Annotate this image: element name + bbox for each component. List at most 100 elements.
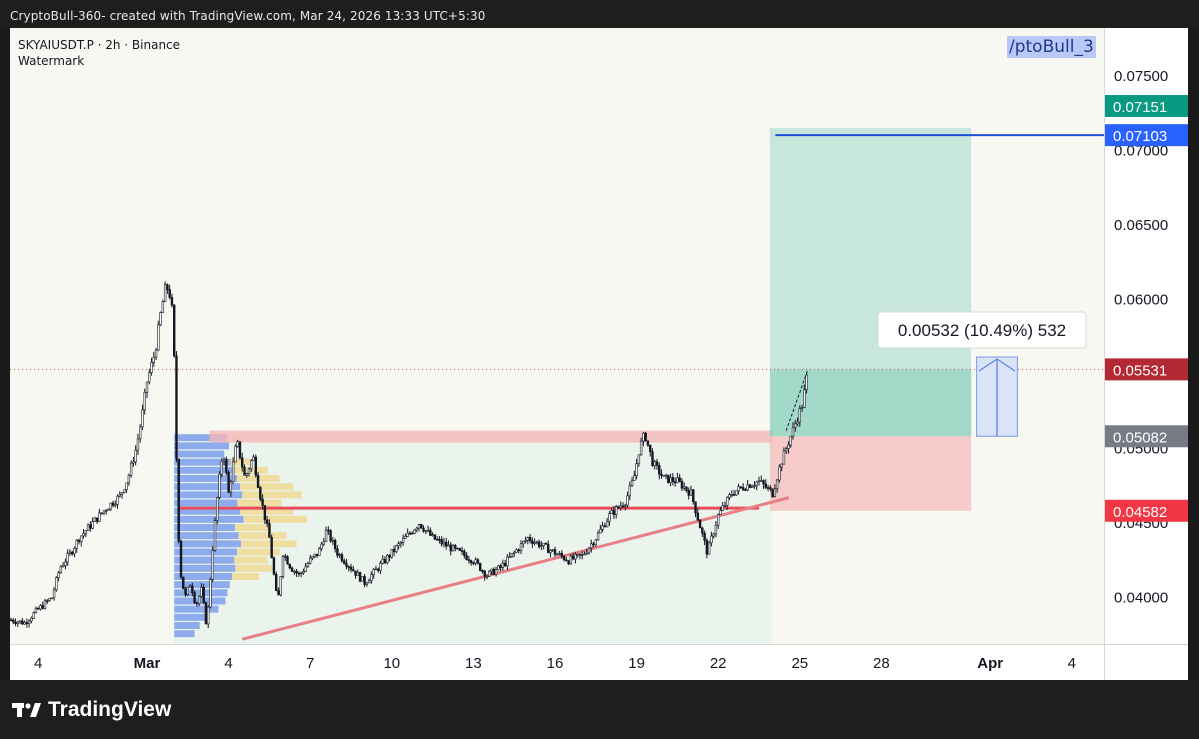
- candle-body: [596, 532, 600, 541]
- candle-body: [472, 562, 475, 565]
- candle-body: [703, 532, 706, 541]
- candle-body: [293, 570, 296, 573]
- candle-body: [499, 565, 502, 568]
- candle-body: [705, 540, 709, 555]
- candle-body: [483, 570, 486, 577]
- candle-body: [542, 542, 545, 546]
- candle-body: [86, 524, 90, 531]
- candle-body: [270, 537, 273, 559]
- price-tag-label: 0.07151: [1113, 99, 1167, 116]
- candle-body: [127, 475, 131, 484]
- candle-body: [23, 622, 26, 625]
- candle-body: [648, 444, 652, 453]
- price-chart[interactable]: 0.00532 (10.49%) 532 0.07500 0.07000 0.0650…: [10, 28, 1188, 680]
- candle-body: [324, 529, 328, 543]
- candle-body: [787, 444, 790, 449]
- candle-body: [658, 465, 661, 475]
- tradingview-logo[interactable]: TradingView: [12, 698, 171, 722]
- candle-body: [331, 540, 335, 542]
- candle-body: [118, 494, 122, 497]
- candle-body: [512, 551, 516, 554]
- candle-body: [379, 562, 382, 571]
- volume-profile-bar: [242, 491, 302, 499]
- volume-profile-bar: [174, 483, 241, 491]
- chart-frame[interactable]: 0.00532 (10.49%) 532 0.07500 0.07000 0.0650…: [10, 28, 1188, 680]
- candle-body: [297, 572, 301, 575]
- supply-zone: [209, 430, 773, 443]
- candle-body: [374, 568, 378, 571]
- candle-body: [365, 582, 369, 585]
- candle-body: [12, 619, 15, 623]
- candle-body: [603, 525, 607, 528]
- candle-body: [315, 553, 319, 557]
- candle-body: [506, 556, 509, 567]
- candle-body: [256, 474, 260, 488]
- candle-body: [136, 438, 140, 451]
- time-tick-label: 28: [873, 655, 890, 672]
- candle-body: [361, 576, 364, 582]
- time-tick-label: 25: [791, 655, 808, 672]
- price-tag-label: 0.04582: [1113, 504, 1167, 521]
- candle-body: [52, 589, 56, 599]
- time-tick-label: Apr: [977, 655, 1003, 672]
- candle-body: [682, 486, 686, 489]
- candle-body: [77, 539, 81, 543]
- candle-body: [753, 485, 756, 487]
- candle-body: [399, 542, 403, 545]
- time-tick-label: 10: [383, 655, 400, 672]
- candle-body: [392, 549, 396, 553]
- candle-body: [726, 496, 729, 506]
- candle-body: [46, 600, 49, 603]
- candle-body: [70, 551, 74, 555]
- candle-body: [612, 510, 616, 515]
- volume-profile-bar: [241, 540, 297, 548]
- candle-body: [347, 566, 350, 568]
- candle-body: [794, 423, 797, 428]
- candle-body: [744, 489, 747, 492]
- candle-body: [193, 592, 196, 604]
- candle-body: [515, 549, 518, 553]
- candle-body: [272, 557, 276, 575]
- candle-body: [633, 475, 636, 481]
- candle-body: [225, 458, 228, 473]
- candle-body: [803, 389, 806, 408]
- volume-profile-bar: [174, 573, 233, 580]
- candle-body: [10, 619, 13, 622]
- candle-body: [43, 600, 47, 609]
- volume-profile-bar: [174, 458, 231, 466]
- candle-body: [84, 530, 88, 534]
- candle-body: [522, 541, 525, 545]
- candle-body: [259, 487, 262, 500]
- candle-body: [231, 461, 235, 483]
- candle-body: [229, 481, 233, 493]
- candle-body: [238, 441, 242, 459]
- time-tick-label: 19: [628, 655, 645, 672]
- candle-body: [268, 523, 271, 538]
- candle-body: [109, 502, 112, 510]
- candle-body: [173, 304, 176, 357]
- candle-body: [698, 519, 702, 529]
- candle-body: [234, 446, 237, 463]
- candle-body: [556, 553, 559, 556]
- candle-body: [524, 540, 527, 542]
- candle-body: [624, 504, 627, 507]
- volume-profile-bar: [174, 630, 195, 638]
- volume-profile-bar: [174, 524, 235, 531]
- candle-body: [34, 607, 38, 613]
- candle-body: [735, 490, 738, 496]
- candle-body: [191, 585, 194, 594]
- volume-profile-bar: [234, 556, 268, 564]
- candle-body: [424, 530, 427, 532]
- candle-body: [318, 548, 321, 557]
- volume-profile-bar: [174, 581, 230, 589]
- candle-body: [218, 474, 221, 498]
- candle-body: [39, 605, 42, 610]
- candle-body: [179, 540, 183, 578]
- candle-body: [274, 573, 278, 591]
- candle-body: [261, 498, 264, 506]
- candle-body: [710, 535, 713, 544]
- candle-body: [635, 463, 638, 477]
- candle-body: [148, 372, 151, 383]
- candle-body: [95, 517, 99, 522]
- candle-body: [161, 301, 165, 313]
